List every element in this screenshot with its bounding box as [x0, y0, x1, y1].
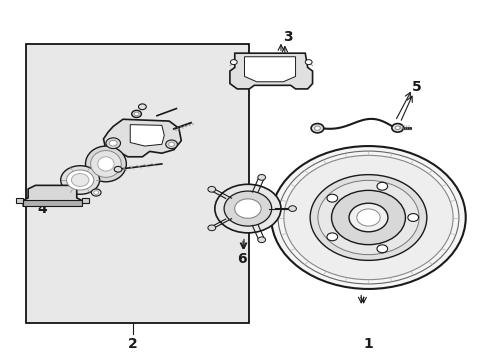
Circle shape: [91, 189, 101, 196]
Circle shape: [131, 111, 141, 117]
Circle shape: [326, 194, 337, 202]
Polygon shape: [103, 119, 181, 157]
Ellipse shape: [85, 146, 126, 182]
Polygon shape: [23, 185, 81, 206]
Circle shape: [309, 175, 426, 260]
Circle shape: [271, 146, 465, 289]
Circle shape: [234, 199, 261, 218]
Circle shape: [214, 184, 281, 233]
Circle shape: [257, 175, 265, 180]
Circle shape: [284, 156, 452, 280]
Circle shape: [331, 190, 405, 245]
Circle shape: [165, 140, 177, 149]
Circle shape: [356, 209, 379, 226]
Polygon shape: [16, 198, 23, 203]
Bar: [26, 44, 249, 323]
Circle shape: [305, 60, 311, 64]
Ellipse shape: [98, 157, 114, 171]
Circle shape: [376, 182, 387, 190]
Ellipse shape: [90, 150, 121, 177]
Circle shape: [61, 166, 100, 194]
Polygon shape: [130, 125, 164, 146]
Circle shape: [326, 233, 337, 241]
Circle shape: [207, 186, 215, 192]
Polygon shape: [229, 53, 312, 89]
Circle shape: [138, 104, 146, 110]
Circle shape: [317, 180, 418, 255]
Circle shape: [310, 123, 323, 133]
Text: 4: 4: [38, 202, 47, 216]
Text: 3: 3: [283, 30, 292, 44]
Text: 2: 2: [127, 337, 137, 351]
Circle shape: [407, 213, 418, 221]
Circle shape: [106, 138, 120, 149]
Circle shape: [71, 174, 89, 186]
Circle shape: [134, 112, 139, 116]
Circle shape: [314, 126, 320, 130]
Circle shape: [230, 60, 237, 64]
Circle shape: [348, 203, 387, 232]
Circle shape: [391, 123, 403, 132]
Circle shape: [114, 166, 122, 172]
Polygon shape: [81, 198, 89, 203]
Circle shape: [94, 191, 99, 194]
Text: 1: 1: [363, 337, 373, 351]
Circle shape: [109, 140, 117, 146]
Circle shape: [168, 142, 174, 147]
Text: 6: 6: [237, 252, 246, 266]
Circle shape: [207, 225, 215, 231]
Circle shape: [257, 237, 265, 243]
Circle shape: [376, 245, 387, 253]
Text: 5: 5: [411, 80, 421, 94]
Circle shape: [66, 170, 94, 190]
Polygon shape: [244, 57, 295, 82]
Circle shape: [288, 206, 296, 211]
Circle shape: [224, 191, 271, 226]
Circle shape: [394, 126, 399, 130]
Polygon shape: [23, 200, 81, 206]
